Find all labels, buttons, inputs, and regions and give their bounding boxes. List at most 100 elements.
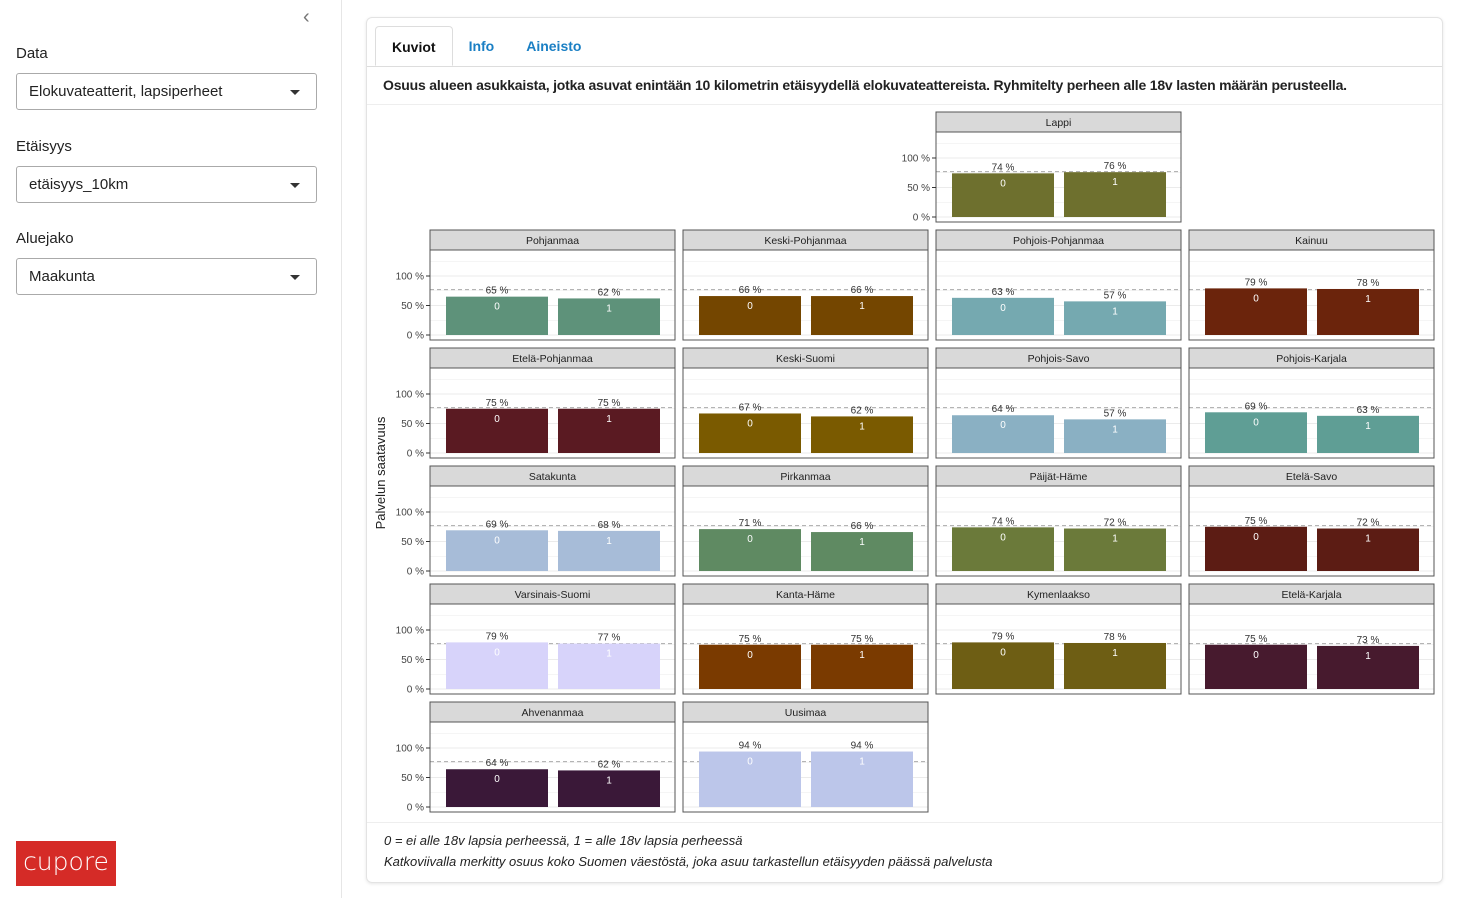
- y-tick-label: 0 %: [913, 213, 930, 224]
- bar-category-label: 0: [494, 535, 500, 546]
- bar: [952, 415, 1054, 453]
- tab-divider: [367, 66, 1442, 67]
- bar: [1317, 645, 1419, 689]
- bar-category-label: 1: [1112, 306, 1118, 317]
- bar-value-label: 73 %: [1357, 635, 1380, 646]
- bar-value-label: 79 %: [486, 631, 509, 642]
- tab-kuviot[interactable]: Kuviot: [375, 26, 453, 66]
- bar-category-label: 1: [1365, 534, 1371, 545]
- facet-strip: [682, 583, 929, 605]
- bar-category-label: 0: [494, 774, 500, 785]
- bar-value-label: 94 %: [851, 741, 874, 752]
- bar: [1064, 419, 1166, 453]
- facet-label: Etelä-Savo: [1286, 471, 1338, 483]
- facet-label: Satakunta: [529, 471, 576, 483]
- bar-value-label: 65 %: [486, 286, 509, 297]
- facet-strip: [429, 465, 676, 487]
- tab-info[interactable]: Info: [468, 38, 495, 54]
- bar: [558, 298, 660, 335]
- bar-value-label: 62 %: [598, 759, 621, 770]
- bar-category-label: 0: [1000, 420, 1006, 431]
- facet-strip: [429, 583, 676, 605]
- bar-value-label: 66 %: [739, 285, 762, 296]
- region-select[interactable]: Maakunta: [16, 258, 317, 295]
- facet-label: Pohjanmaa: [526, 235, 579, 247]
- chevron-left-icon[interactable]: ‹: [303, 6, 310, 28]
- cupore-logo: cupore: [16, 841, 116, 886]
- bar-category-label: 1: [859, 757, 865, 768]
- y-tick-label: 0 %: [407, 567, 424, 578]
- y-tick-label: 50 %: [907, 183, 930, 194]
- bar-value-label: 64 %: [486, 758, 509, 769]
- bar-category-label: 0: [747, 757, 753, 768]
- bar: [699, 529, 801, 571]
- distance-select[interactable]: etäisyys_10km: [16, 166, 317, 203]
- facet-label: Kymenlaakso: [1027, 589, 1090, 601]
- bar-category-label: 0: [747, 650, 753, 661]
- bar-category-label: 1: [606, 775, 612, 786]
- bar-value-label: 63 %: [1357, 405, 1380, 416]
- tab-aineisto[interactable]: Aineisto: [526, 38, 582, 54]
- reference-note: Katkoviivalla merkitty osuus koko Suomen…: [384, 854, 993, 869]
- facet-strip: [935, 465, 1182, 487]
- bar-category-label: 1: [1365, 294, 1371, 305]
- bar: [1064, 642, 1166, 689]
- bar: [446, 769, 548, 807]
- bar-category-label: 0: [747, 534, 753, 545]
- facet-label: Kainuu: [1295, 235, 1328, 247]
- bar-category-label: 1: [859, 301, 865, 312]
- bar: [811, 644, 913, 689]
- y-tick-label: 100 %: [396, 744, 424, 755]
- bar-category-label: 0: [747, 301, 753, 312]
- bar: [446, 408, 548, 453]
- bar-category-label: 0: [494, 302, 500, 313]
- region-label: Aluejako: [16, 230, 74, 247]
- bar-value-label: 67 %: [739, 402, 762, 413]
- caret-down-icon: [290, 275, 300, 280]
- bar-value-label: 75 %: [598, 398, 621, 409]
- bar-value-label: 57 %: [1104, 290, 1127, 301]
- bar-value-label: 74 %: [992, 516, 1015, 527]
- caret-down-icon: [290, 183, 300, 188]
- bar-value-label: 62 %: [851, 405, 874, 416]
- facet-strip: [1188, 229, 1435, 251]
- bar: [699, 751, 801, 807]
- legend-note: 0 = ei alle 18v lapsia perheessä, 1 = al…: [384, 833, 743, 848]
- bar-value-label: 66 %: [851, 521, 874, 532]
- data-select[interactable]: Elokuvateatterit, lapsiperheet: [16, 73, 317, 110]
- bar: [952, 173, 1054, 217]
- facet-label: Kanta-Häme: [776, 589, 835, 601]
- y-tick-label: 0 %: [407, 803, 424, 814]
- bar-category-label: 0: [494, 414, 500, 425]
- main-card: Kuviot Info Aineisto Osuus alueen asukka…: [366, 17, 1443, 883]
- bar: [446, 296, 548, 335]
- bar-category-label: 0: [494, 647, 500, 658]
- chart-title: Osuus alueen asukkaista, jotka asuvat en…: [383, 77, 1347, 93]
- bar-value-label: 78 %: [1104, 632, 1127, 643]
- bar-category-label: 0: [1000, 303, 1006, 314]
- facet-label: Päijät-Häme: [1030, 471, 1088, 483]
- bar-value-label: 66 %: [851, 285, 874, 296]
- facet-label: Etelä-Pohjanmaa: [512, 353, 593, 365]
- bar: [558, 770, 660, 807]
- bar-category-label: 0: [747, 418, 753, 429]
- facet-label: Pohjois-Pohjanmaa: [1013, 235, 1104, 247]
- bar-value-label: 78 %: [1357, 278, 1380, 289]
- facet-strip: [1188, 465, 1435, 487]
- bar-value-label: 62 %: [598, 287, 621, 298]
- y-tick-label: 0 %: [407, 331, 424, 342]
- title-divider: [367, 104, 1442, 105]
- facet-strip: [935, 229, 1182, 251]
- bar-value-label: 79 %: [1245, 277, 1268, 288]
- bar-category-label: 1: [1112, 534, 1118, 545]
- bar-value-label: 94 %: [739, 741, 762, 752]
- bar: [1064, 172, 1166, 217]
- facet-strip: [935, 347, 1182, 369]
- y-tick-label: 100 %: [902, 154, 930, 165]
- caret-down-icon: [290, 90, 300, 95]
- bar-category-label: 1: [1112, 424, 1118, 435]
- facet-label: Pohjois-Karjala: [1276, 353, 1347, 365]
- footer-divider: [367, 822, 1442, 823]
- data-select-value: Elokuvateatterit, lapsiperheet: [29, 83, 223, 100]
- bar-value-label: 77 %: [598, 633, 621, 644]
